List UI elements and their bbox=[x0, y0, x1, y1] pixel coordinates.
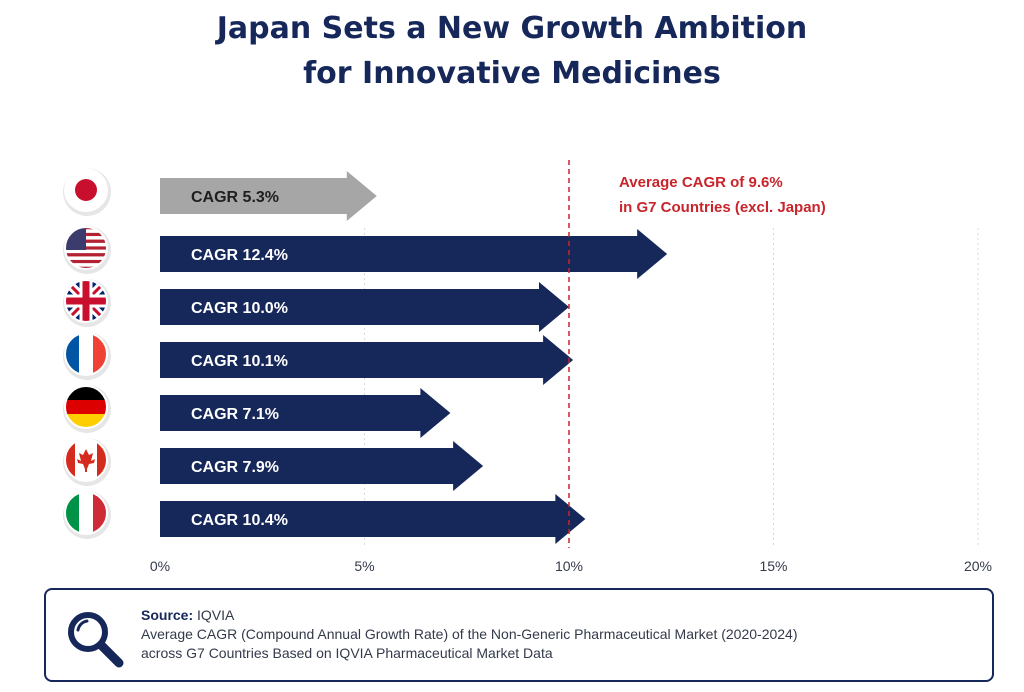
chart-title-line-1: Japan Sets a New Growth Ambition bbox=[216, 11, 808, 46]
usa-flag-icon bbox=[63, 226, 111, 274]
source-box: Source: IQVIA Average CAGR (Compound Ann… bbox=[44, 588, 994, 682]
bar-value-label: CAGR 10.4% bbox=[191, 512, 288, 529]
bar-canada bbox=[160, 441, 484, 491]
reference-label-line-2: in G7 Countries (excl. Japan) bbox=[619, 199, 826, 216]
canada-flag-icon bbox=[63, 438, 111, 486]
source-description-line-1: Average CAGR (Compound Annual Growth Rat… bbox=[141, 626, 798, 642]
bar-value-label: CAGR 7.1% bbox=[191, 406, 279, 423]
source-description-line-2: across G7 Countries Based on IQVIA Pharm… bbox=[141, 645, 553, 661]
bar-germany bbox=[160, 388, 451, 438]
x-tick-label: 20% bbox=[964, 558, 992, 574]
bar-united-states bbox=[160, 229, 668, 279]
bars: CAGR 5.3% CAGR 12.4% CAGR 10.0% CAGR 10.1% C… bbox=[160, 171, 668, 544]
x-tick-label: 5% bbox=[354, 558, 374, 574]
japan-flag-icon bbox=[63, 168, 111, 216]
x-tick-label: 10% bbox=[555, 558, 583, 574]
grid-lines bbox=[364, 228, 979, 548]
chart-title: Japan Sets a New Growth Ambition for Inn… bbox=[0, 6, 1024, 96]
france-flag-icon bbox=[63, 332, 111, 380]
bar-value-label: CAGR 7.9% bbox=[191, 459, 279, 476]
bar-united-kingdom bbox=[160, 282, 569, 332]
bar-value-label: CAGR 12.4% bbox=[191, 247, 288, 264]
uk-flag-icon bbox=[63, 279, 111, 327]
x-tick-label: 15% bbox=[759, 558, 787, 574]
italy-flag-icon bbox=[63, 491, 111, 539]
bar-france bbox=[160, 335, 574, 385]
source-line: Source: IQVIA bbox=[141, 606, 798, 625]
bar-value-label: CAGR 10.0% bbox=[191, 300, 288, 317]
bar-chart: CAGR 5.3% CAGR 12.4% CAGR 10.0% CAGR 10.1% C… bbox=[63, 160, 992, 574]
source-text: Source: IQVIA Average CAGR (Compound Ann… bbox=[141, 606, 798, 663]
germany-flag-icon bbox=[63, 385, 111, 433]
magnifier-icon bbox=[68, 612, 124, 668]
x-tick-label: 0% bbox=[150, 558, 170, 574]
country-flags bbox=[63, 168, 111, 539]
bar-value-label: CAGR 10.1% bbox=[191, 353, 288, 370]
source-label: Source: bbox=[141, 607, 194, 623]
bar-value-label: CAGR 5.3% bbox=[191, 189, 279, 206]
reference-label-line-1: Average CAGR of 9.6% bbox=[619, 174, 783, 191]
chart-title-line-2: for Innovative Medicines bbox=[303, 56, 721, 91]
x-axis-ticks: 0% 5% 10% 15% 20% bbox=[150, 558, 992, 574]
reference-line-group: Average CAGR of 9.6% in G7 Countries (exc… bbox=[568, 160, 826, 548]
bar-italy bbox=[160, 494, 586, 544]
source-name: IQVIA bbox=[197, 607, 235, 623]
bar-japan bbox=[160, 171, 377, 221]
